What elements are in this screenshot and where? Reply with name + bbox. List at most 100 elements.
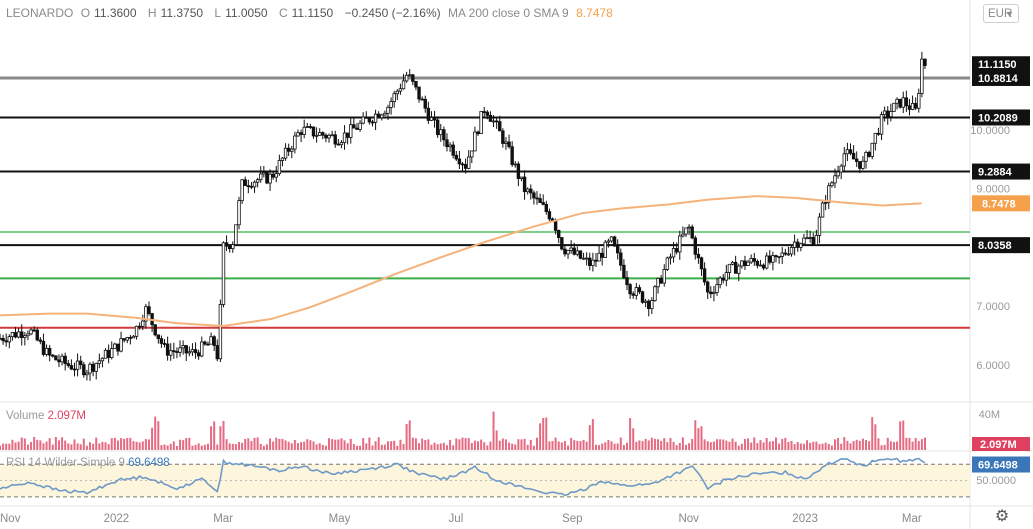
candle-body	[243, 179, 247, 187]
candle-body	[895, 98, 899, 104]
candle-body	[60, 355, 64, 363]
candle-body	[501, 130, 505, 144]
volume-bar	[582, 439, 585, 450]
volume-bar	[411, 437, 414, 450]
volume-bar	[337, 439, 340, 450]
volume-bar	[781, 438, 784, 450]
candle-body	[1, 338, 5, 342]
volume-bar	[567, 445, 570, 450]
volume-bar	[452, 445, 455, 450]
candle-body	[165, 343, 170, 356]
volume-bar	[588, 425, 591, 450]
volume-bar	[57, 440, 60, 450]
volume-bar	[67, 443, 70, 450]
candle-body	[681, 233, 685, 237]
volume-bar	[461, 437, 464, 450]
volume-bar	[424, 440, 427, 450]
volume-bar	[911, 441, 914, 450]
candle-body	[830, 182, 834, 187]
volume-bar	[855, 439, 858, 450]
volume-bar	[455, 438, 458, 450]
volume-bar	[157, 421, 160, 450]
candle-body	[417, 86, 421, 100]
gear-icon[interactable]: ⚙	[994, 508, 1010, 525]
candle-body	[609, 236, 614, 242]
volume-bar	[82, 438, 85, 450]
volume-bar	[616, 443, 619, 450]
ma-tag	[972, 195, 1030, 212]
candle-body	[221, 242, 226, 305]
candle-body	[783, 252, 788, 255]
candle-body	[848, 149, 853, 154]
volume-bar	[104, 442, 107, 450]
candle-body	[814, 235, 819, 246]
candle-body	[442, 129, 446, 141]
volume-legend: Volume 2.097M	[6, 410, 86, 422]
candle-body	[122, 338, 126, 341]
candle-body	[566, 250, 570, 255]
candle-body	[141, 320, 145, 327]
volume-bar	[275, 437, 278, 450]
candle-body	[842, 153, 846, 167]
candle-body	[886, 110, 890, 118]
volume-bar	[120, 438, 123, 450]
candle-body	[66, 363, 70, 366]
volume-bar	[23, 438, 26, 450]
candle-body	[85, 372, 89, 376]
volume-bar	[635, 441, 638, 450]
candle-body	[38, 339, 43, 342]
volume-bar	[210, 426, 213, 450]
candle-body	[615, 245, 620, 254]
candle-body	[668, 256, 673, 259]
candle-body	[20, 331, 24, 338]
volume-bar	[511, 443, 514, 450]
volume-bar	[837, 437, 840, 450]
candle-body	[799, 243, 803, 248]
volume-tag-label: 2.097M	[980, 439, 1017, 451]
volume-bar	[480, 439, 483, 450]
candles	[0, 51, 927, 381]
volume-bar	[281, 438, 284, 450]
rsi-tag	[972, 456, 1030, 473]
candle-body	[662, 269, 666, 284]
candle-body	[811, 237, 815, 246]
volume-bar	[123, 438, 126, 450]
volume-bar	[45, 441, 48, 450]
volume-bar	[48, 438, 51, 450]
currency-selector[interactable]: EUR ▼	[983, 4, 1019, 23]
candle-body	[240, 179, 244, 202]
candle-body	[699, 257, 704, 270]
candle-body	[75, 360, 80, 370]
volume-bar	[896, 441, 899, 450]
candle-body	[628, 284, 632, 295]
volume-bar	[287, 441, 290, 450]
volume-bar	[399, 439, 402, 450]
volume-bar	[309, 440, 312, 450]
candle-body	[119, 338, 123, 352]
volume-bar	[778, 443, 781, 450]
candle-body	[113, 343, 117, 350]
volume-bar	[765, 438, 768, 450]
candle-body	[435, 119, 440, 136]
candle-body	[342, 132, 347, 143]
volume-bar	[408, 420, 411, 450]
candle-body	[234, 224, 238, 245]
candle-body	[855, 158, 859, 162]
candle-body	[671, 248, 676, 258]
candle-body	[330, 134, 334, 137]
volume-bar	[346, 443, 349, 450]
candle-body	[172, 350, 176, 353]
legend-open-value: 11.3600	[94, 6, 137, 20]
level-tag-label: 10.8814	[978, 73, 1019, 85]
volume-bar	[238, 442, 241, 450]
volume-bar	[905, 437, 908, 450]
volume-bar	[334, 439, 337, 450]
candle-body	[498, 121, 502, 132]
candle-body	[625, 277, 629, 286]
volume-bar	[861, 438, 864, 450]
volume-bar	[775, 437, 777, 450]
volume-bar	[899, 421, 902, 450]
candle-body	[653, 286, 657, 301]
volume-bar	[368, 437, 371, 450]
